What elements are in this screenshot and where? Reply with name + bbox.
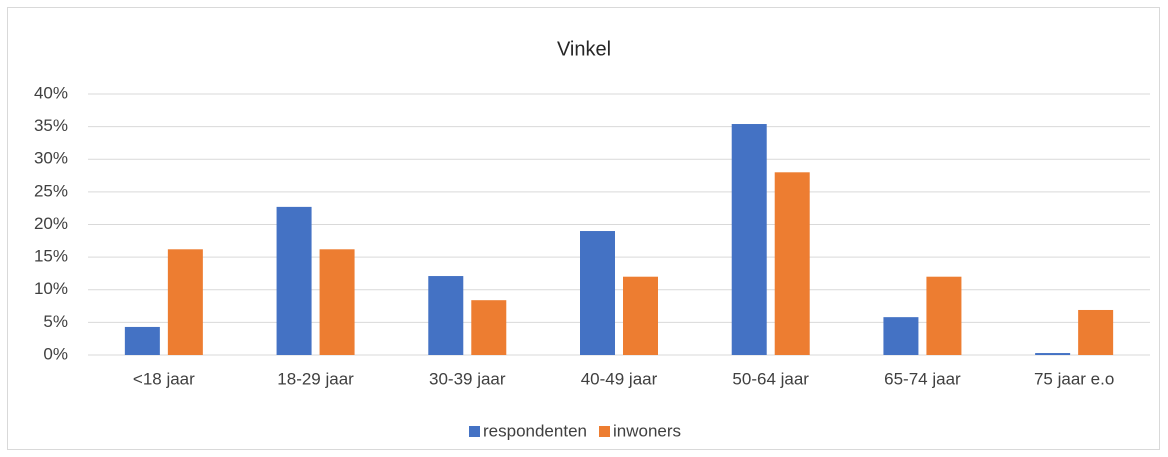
chart-title: Vinkel — [557, 38, 611, 60]
y-tick-label: 40% — [34, 83, 68, 102]
y-tick-label: 0% — [43, 344, 68, 363]
bar — [167, 249, 203, 355]
bar — [276, 206, 312, 355]
bar — [774, 172, 810, 355]
x-tick-label: 75 jaar e.o — [1034, 369, 1114, 388]
y-tick-label: 15% — [34, 247, 68, 266]
bar — [580, 231, 615, 355]
bar — [471, 300, 507, 355]
bar — [319, 249, 355, 355]
bar — [883, 317, 919, 355]
y-tick-label: 25% — [34, 181, 68, 200]
y-tick-label: 20% — [34, 214, 68, 233]
x-tick-label: 18-29 jaar — [277, 369, 354, 388]
y-tick-label: 35% — [34, 116, 68, 135]
x-tick-label: 50-64 jaar — [732, 369, 809, 388]
x-tick-label: <18 jaar — [133, 369, 195, 388]
legend-label: respondenten — [483, 421, 587, 440]
x-tick-label: 40-49 jaar — [581, 369, 658, 388]
bar — [926, 276, 962, 355]
bar — [124, 326, 160, 355]
chart-border — [7, 7, 1160, 450]
bar — [731, 124, 767, 355]
legend-swatch — [599, 426, 610, 437]
x-tick-label: 65-74 jaar — [884, 369, 961, 388]
x-tick-label: 30-39 jaar — [429, 369, 506, 388]
bar — [428, 276, 464, 355]
y-tick-label: 10% — [34, 279, 68, 298]
y-tick-label: 30% — [34, 149, 68, 168]
y-tick-label: 5% — [43, 312, 68, 331]
legend-label: inwoners — [613, 421, 681, 440]
bar — [1078, 309, 1114, 355]
legend-swatch — [469, 426, 480, 437]
bar — [1035, 353, 1071, 355]
bar — [623, 276, 658, 355]
